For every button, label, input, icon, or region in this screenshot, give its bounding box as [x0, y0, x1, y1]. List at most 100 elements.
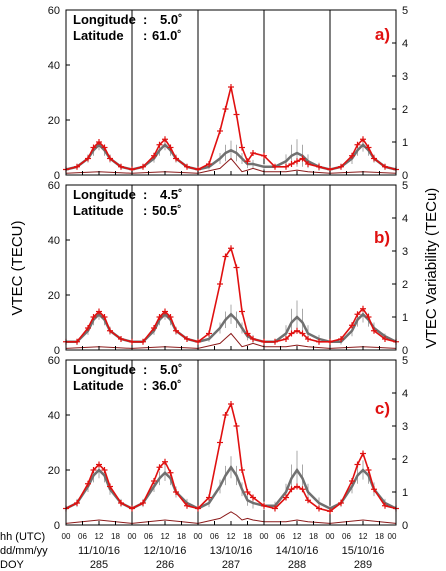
panel-a-y-tick-label: 0	[54, 170, 60, 182]
panel-b-storm-vtec-marker	[129, 338, 135, 345]
panel-c-storm-vtec-marker	[239, 467, 245, 473]
panel-c-storm-vtec-marker	[382, 502, 388, 509]
panel-b-storm-vtec-marker	[288, 330, 295, 337]
panel-c-y2-tick-label: 2	[402, 454, 408, 466]
panel-b-y2-tick-label: 0	[402, 345, 408, 357]
panel-a-y-tick-label: 40	[48, 60, 60, 72]
panel-b-y2-tick-label: 3	[402, 246, 408, 258]
panel-b-storm-vtec-marker	[140, 338, 146, 345]
x-doy-label: 288	[288, 559, 306, 571]
panel-a-storm-vtec-marker	[283, 163, 289, 170]
panel-a-storm-vtec-marker	[244, 158, 251, 165]
panel-b-storm-vtec-marker	[365, 314, 372, 320]
panel-c-storm-vtec-marker	[316, 505, 322, 512]
panel-c-y2-tick-label: 1	[402, 487, 408, 499]
panel-a-storm-vtec-marker	[261, 152, 267, 159]
x-hour-tick-label: 18	[375, 532, 384, 541]
panel-c-storm-vtec-marker	[217, 439, 223, 446]
panel-c-y2-tick-label: 5	[402, 355, 408, 367]
panel-c-storm-vtec-marker	[360, 450, 366, 457]
panel-a-storm-vtec-marker	[349, 152, 355, 159]
x-hour-tick-label: 06	[78, 532, 87, 541]
panel-b-storm-vtec-marker	[360, 305, 366, 312]
x-hour-tick-label: 00	[128, 532, 137, 541]
panel-a-storm-vtec-marker	[184, 163, 190, 170]
panel-a-y2-tick-label: 4	[402, 38, 408, 50]
panel-c-storm-vtec-marker	[74, 500, 80, 506]
panel-a-label: a)	[375, 25, 390, 44]
y-axis-right-title: VTEC Variability (TECu)	[423, 188, 440, 349]
panel-b-label: b)	[374, 228, 390, 247]
panel-c-storm-vtec-line	[65, 401, 397, 513]
panel-c-storm-vtec-marker	[151, 478, 157, 484]
panel-a-storm-vtec-marker	[382, 163, 388, 170]
x-doy-label: 285	[90, 559, 108, 571]
panel-c-longitude-label: Longitude	[73, 362, 136, 377]
x-date-label: 13/10/16	[210, 545, 253, 557]
panel-a-storm-vtec-marker	[228, 84, 234, 90]
panel-a-storm-vtec-marker	[96, 139, 102, 145]
x-date-label: 11/10/16	[78, 545, 120, 557]
x-hour-tick-label: 12	[95, 532, 104, 541]
x-hour-tick-label: 06	[210, 532, 219, 541]
y-axis-left-title: VTEC (TECU)	[9, 221, 26, 316]
panel-a-y-tick-label: 60	[48, 5, 60, 17]
panel-b-latitude-label: Latitude	[73, 203, 124, 218]
panel-a-storm-vtec-marker	[151, 152, 157, 159]
panel-b-storm-vtec-marker	[354, 311, 361, 318]
panel-a-storm-vtec-marker	[288, 161, 295, 167]
panel-b-storm-vtec-marker	[305, 336, 311, 342]
panel-c-label: c)	[375, 399, 390, 418]
panel-c-storm-vtec-marker	[118, 500, 124, 506]
panel-b-storm-vtec-marker	[85, 325, 91, 331]
panel-c-storm-vtec-marker	[96, 461, 102, 468]
panel-a-y2-tick-label: 3	[402, 71, 408, 83]
panel-b-storm-vtec-marker	[261, 338, 267, 345]
panel-c-latitude-label: Latitude	[73, 378, 124, 393]
panel-c-latitude-colon: :	[143, 378, 147, 393]
x-date-label: 14/10/16	[276, 545, 319, 557]
panel-b-storm-vtec-marker	[151, 325, 157, 331]
panel-b-storm-vtec-marker	[167, 314, 174, 320]
x-hour-tick-label: 12	[359, 532, 368, 541]
panel-b-y2-tick-label: 2	[402, 279, 408, 291]
panel-c-storm-vtec-marker	[272, 505, 278, 512]
row-label-hh-utc: hh (UTC)	[0, 531, 45, 543]
x-hour-tick-label: 12	[293, 532, 302, 541]
panel-c-storm-vtec-marker	[371, 486, 377, 493]
panel-c-storm-vtec-marker	[156, 464, 163, 471]
panel-b-storm-vtec-marker	[96, 308, 102, 315]
panel-b-storm-vtec-marker	[156, 314, 163, 320]
x-date-label: 15/10/16	[342, 545, 385, 557]
panel-b-storm-vtec-marker	[250, 336, 256, 342]
panel-a-storm-vtec-marker	[107, 155, 113, 162]
panel-c-longitude-colon: :	[143, 362, 147, 377]
panel-c-storm-vtec-marker	[250, 494, 256, 501]
panel-a-storm-vtec-marker	[90, 144, 97, 151]
panel-a-longitude-colon: :	[143, 12, 147, 27]
panel-a-storm-vtec-line	[65, 86, 397, 171]
panel-b-longitude-value: 4.5˚	[160, 187, 182, 202]
x-axis-bottom: 00 06 12 18 11/10/16 285 00 06 12 18 12/10/16 286 00…	[62, 532, 397, 571]
panel-c-storm-vtec-marker	[140, 500, 146, 506]
panel-c-y-tick-label: 0	[54, 520, 60, 532]
panel-c-longitude-value: 5.0˚	[160, 362, 182, 377]
panel-c-storm-vtec-marker	[327, 508, 333, 515]
x-hour-tick-label: 12	[227, 532, 236, 541]
panel-a-storm-vtec-marker	[206, 161, 212, 167]
panel-b-storm-vtec-marker	[294, 327, 300, 334]
panel-a-storm-vtec-marker	[360, 136, 366, 143]
panel-a-storm-vtec-marker	[365, 144, 372, 151]
panel-b-latitude-value: 50.5˚	[152, 203, 182, 218]
x-hour-tick-label: 06	[342, 532, 351, 541]
panel-c-storm-vtec-marker	[299, 486, 306, 493]
panel-a-storm-vtec-marker	[217, 128, 223, 134]
panel-c-storm-vtec-marker	[354, 461, 361, 468]
panel-a-storm-vtec-marker	[140, 163, 146, 170]
panel-a-storm-vtec-marker	[156, 141, 163, 148]
panel-b-storm-vtec-marker	[349, 322, 355, 329]
panel-c-storm-vtec-marker	[184, 502, 190, 509]
